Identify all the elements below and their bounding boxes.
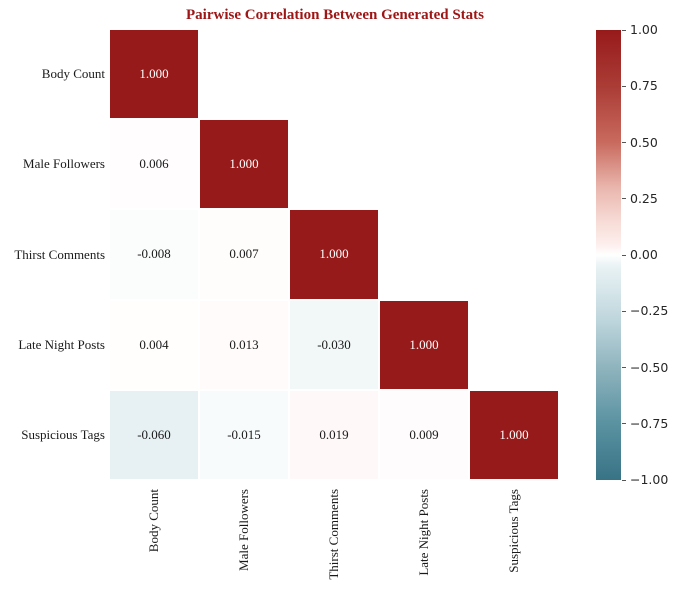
x-axis-label: Late Night Posts <box>416 489 431 576</box>
cell-value: 1.000 <box>409 336 439 352</box>
cell-value: 0.013 <box>229 336 259 352</box>
colorbar-tick-mark <box>622 479 626 481</box>
x-axis-label: Suspicious Tags <box>506 489 521 573</box>
heatmap-cell: 1.000 <box>110 30 198 119</box>
heatmap-cell: 1.000 <box>200 120 288 209</box>
cell-value: -0.015 <box>227 426 261 442</box>
heatmap-cell: 0.019 <box>290 390 378 479</box>
heatmap-cell: 0.007 <box>200 210 288 299</box>
heatmap-cell: 0.004 <box>110 300 198 389</box>
colorbar-tick-label: −0.75 <box>630 415 669 431</box>
x-axis-label: Thirst Comments <box>326 489 341 580</box>
cell-value: -0.060 <box>137 426 171 442</box>
y-axis-label: Male Followers <box>23 156 105 172</box>
cell-value: 0.004 <box>139 336 169 352</box>
heatmap-cell: 0.009 <box>380 390 468 479</box>
colorbar-tick-mark <box>622 310 626 312</box>
heatmap-cell: 1.000 <box>290 210 378 299</box>
colorbar-tick-mark <box>622 254 626 256</box>
cell-value: 0.019 <box>319 426 349 442</box>
colorbar-gradient <box>596 30 621 480</box>
colorbar-tick-mark <box>622 423 626 425</box>
heatmap-cell: -0.015 <box>200 390 288 479</box>
heatmap-cell: -0.030 <box>290 300 378 389</box>
x-axis-label: Male Followers <box>236 489 251 571</box>
chart-title: Pairwise Correlation Between Generated S… <box>186 7 484 23</box>
colorbar-tick-mark <box>622 198 626 200</box>
colorbar-tick-label: 0.25 <box>630 190 658 206</box>
cell-value: 1.000 <box>229 156 259 172</box>
cell-value: -0.008 <box>137 246 171 262</box>
cell-value: 0.006 <box>139 156 169 172</box>
colorbar-tick-label: −0.50 <box>630 359 669 375</box>
colorbar-tick-label: −0.25 <box>630 303 669 319</box>
cell-value: 0.007 <box>229 246 259 262</box>
cell-value: 1.000 <box>499 426 529 442</box>
colorbar-tick-label: 0.00 <box>630 247 658 262</box>
cell-value: -0.030 <box>317 336 351 352</box>
heatmap-cell: 1.000 <box>470 390 558 479</box>
heatmap-cell: -0.008 <box>110 210 198 299</box>
cell-value: 1.000 <box>319 246 349 262</box>
colorbar-tick-mark <box>622 29 626 31</box>
colorbar-tick-mark <box>622 85 626 87</box>
y-axis-label: Late Night Posts <box>18 336 105 352</box>
colorbar-tick-label: 1.00 <box>630 22 658 37</box>
y-axis-label: Suspicious Tags <box>21 426 105 442</box>
y-axis-label: Thirst Comments <box>14 246 105 262</box>
colorbar-tick-label: 0.75 <box>630 78 658 94</box>
cell-value: 0.009 <box>409 426 439 442</box>
heatmap-cell: 1.000 <box>380 300 468 389</box>
y-axis-label: Body Count <box>41 66 105 82</box>
colorbar-tick-mark <box>622 367 626 368</box>
colorbar-tick-label: −1.00 <box>630 472 669 487</box>
cell-value: 1.000 <box>139 66 169 82</box>
heatmap-cell: 0.013 <box>200 300 288 389</box>
colorbar-tick-label: 0.50 <box>630 134 658 150</box>
heatmap-cell: -0.060 <box>110 390 198 479</box>
heatmap-cell: 0.006 <box>110 120 198 209</box>
x-axis-label: Body Count <box>146 489 161 553</box>
colorbar-tick-mark <box>622 142 626 143</box>
